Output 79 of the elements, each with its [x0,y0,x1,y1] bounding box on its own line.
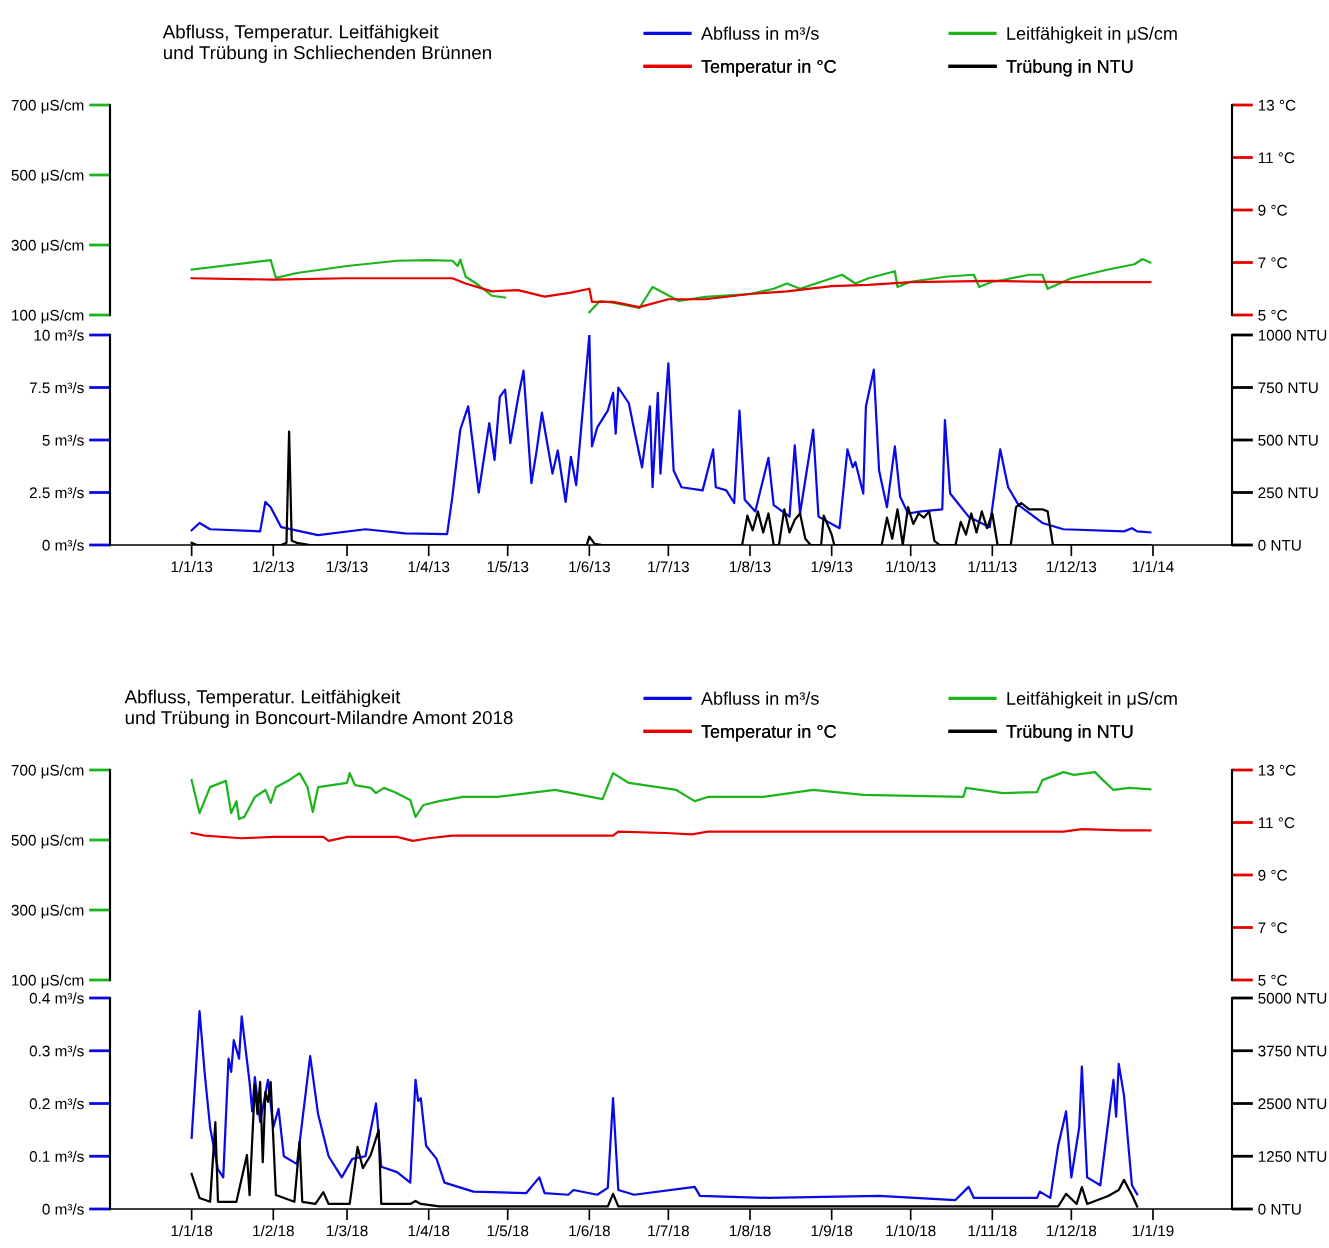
x-tick-label: 1/7/18 [648,1224,689,1237]
x-tick-label: 1/4/18 [408,1224,450,1237]
y2-tick-label: 2500 NTU [1258,1098,1327,1110]
y-tick-label: 0.3 m³/s [29,1045,84,1057]
y-tick-label: 0.4 m³/s [29,992,84,1004]
y-tick-label: 0.2 m³/s [29,1097,84,1110]
legend-label: Trübung in NTU [1006,724,1133,742]
y2-tick-label: 5 °C [1258,309,1287,321]
x-tick-label: 1/5/18 [487,1224,529,1237]
x-tick-label: 1/12/18 [1047,1224,1097,1237]
x-tick-label: 1/4/13 [408,560,450,573]
y2-tick-label: 3750 NTU [1258,1045,1327,1057]
x-tick-label: 1/6/13 [569,560,610,573]
x-tick-label: 1/2/13 [253,560,294,573]
chart-title: Abfluss, Temperatur. Leitfähigkeit und Trübung in Schliechenden Brünnen [162,24,491,63]
y2-tick-label: 0 NTU [1258,1203,1301,1215]
y2-tick-label: 11 °C [1258,817,1295,829]
y-tick-label: 300 μS/cm [11,904,84,919]
y-tick-label: 0 m³/s [42,539,84,551]
x-tick-label: 1/8/18 [729,1224,771,1237]
x-tick-label: 1/1/18 [171,1224,213,1237]
x-tick-label: 1/6/18 [569,1224,610,1237]
y2-tick-label: 7 °C [1258,257,1287,269]
y2-tick-label: 11 °C [1258,152,1295,164]
line-series [190,277,1152,309]
y2-tick-label: 1250 NTU [1258,1151,1327,1162]
legend-label: Temperatur in °C [701,59,836,77]
x-tick-label: 1/9/13 [811,560,853,573]
y-tick-label: 700 μS/cm [11,99,84,114]
y-tick-label: 10 m³/s [34,329,84,341]
x-tick-label: 1/1/13 [171,560,213,573]
legend-label: Leitfähigkeit in μS/cm [1007,691,1177,709]
y2-tick-label: 500 NTU [1258,434,1318,446]
y2-tick-label: 1000 NTU [1258,329,1327,341]
y-tick-label: 300 μS/cm [11,239,84,254]
x-tick-label: 1/11/18 [968,1224,1017,1237]
y-tick-label: 7.5 m³/s [29,381,84,394]
y-tick-label: 500 μS/cm [11,834,84,849]
legend-label: Leitfähigkeit in μS/cm [1007,26,1177,44]
legend-label: Temperatur in °C [701,724,836,742]
x-tick-label: 1/10/13 [886,560,936,573]
y2-tick-label: 5 °C [1258,974,1287,986]
line-series [190,827,1152,842]
y2-tick-label: 7 °C [1258,922,1287,934]
line-series [190,335,1152,537]
y2-tick-label: 5000 NTU [1258,992,1327,1004]
x-tick-label: 1/3/18 [326,1224,368,1237]
y2-tick-label: 750 NTU [1258,382,1318,394]
line-series [190,770,1152,821]
y-tick-label: 5 m³/s [42,434,84,446]
x-tick-label: 1/3/13 [326,560,368,573]
x-tick-label: 1/10/18 [886,1224,936,1237]
x-tick-label: 1/8/13 [729,560,771,573]
x-tick-label: 1/12/13 [1047,560,1097,573]
y-tick-label: 700 μS/cm [11,764,84,779]
line-series [190,1010,1139,1202]
y-tick-label: 0.1 m³/s [29,1150,84,1162]
y-tick-label: 500 μS/cm [11,169,84,184]
x-tick-label: 1/7/13 [648,560,689,573]
y2-tick-label: 9 °C [1258,869,1287,881]
legend-label: Abfluss in m³/s [701,691,819,705]
y-tick-label: 0 m³/s [42,1203,84,1215]
legend-label: Trübung in NTU [1006,59,1133,77]
y2-tick-label: 13 °C [1258,99,1296,111]
x-tick-label: 1/9/18 [811,1224,853,1237]
x-tick-label: 1/1/14 [1132,560,1174,573]
y-tick-label: 2.5 m³/s [29,486,84,499]
y-tick-label: 100 μS/cm [12,309,84,324]
y2-tick-label: 250 NTU [1258,487,1318,499]
x-tick-label: 1/11/13 [968,560,1017,573]
legend-label: Abfluss in m³/s [701,26,819,40]
x-tick-label: 1/2/18 [253,1224,294,1237]
x-tick-label: 1/5/13 [487,560,529,573]
y2-tick-label: 0 NTU [1258,539,1301,551]
chart-title: Abfluss, Temperatur. Leitfähigkeit und Trübung in Boncourt-Milandre Amont 2018 [124,689,513,728]
x-tick-label: 1/1/19 [1132,1224,1174,1237]
y2-tick-label: 9 °C [1258,204,1287,216]
y2-tick-label: 13 °C [1258,764,1296,776]
y-tick-label: 100 μS/cm [12,974,84,989]
